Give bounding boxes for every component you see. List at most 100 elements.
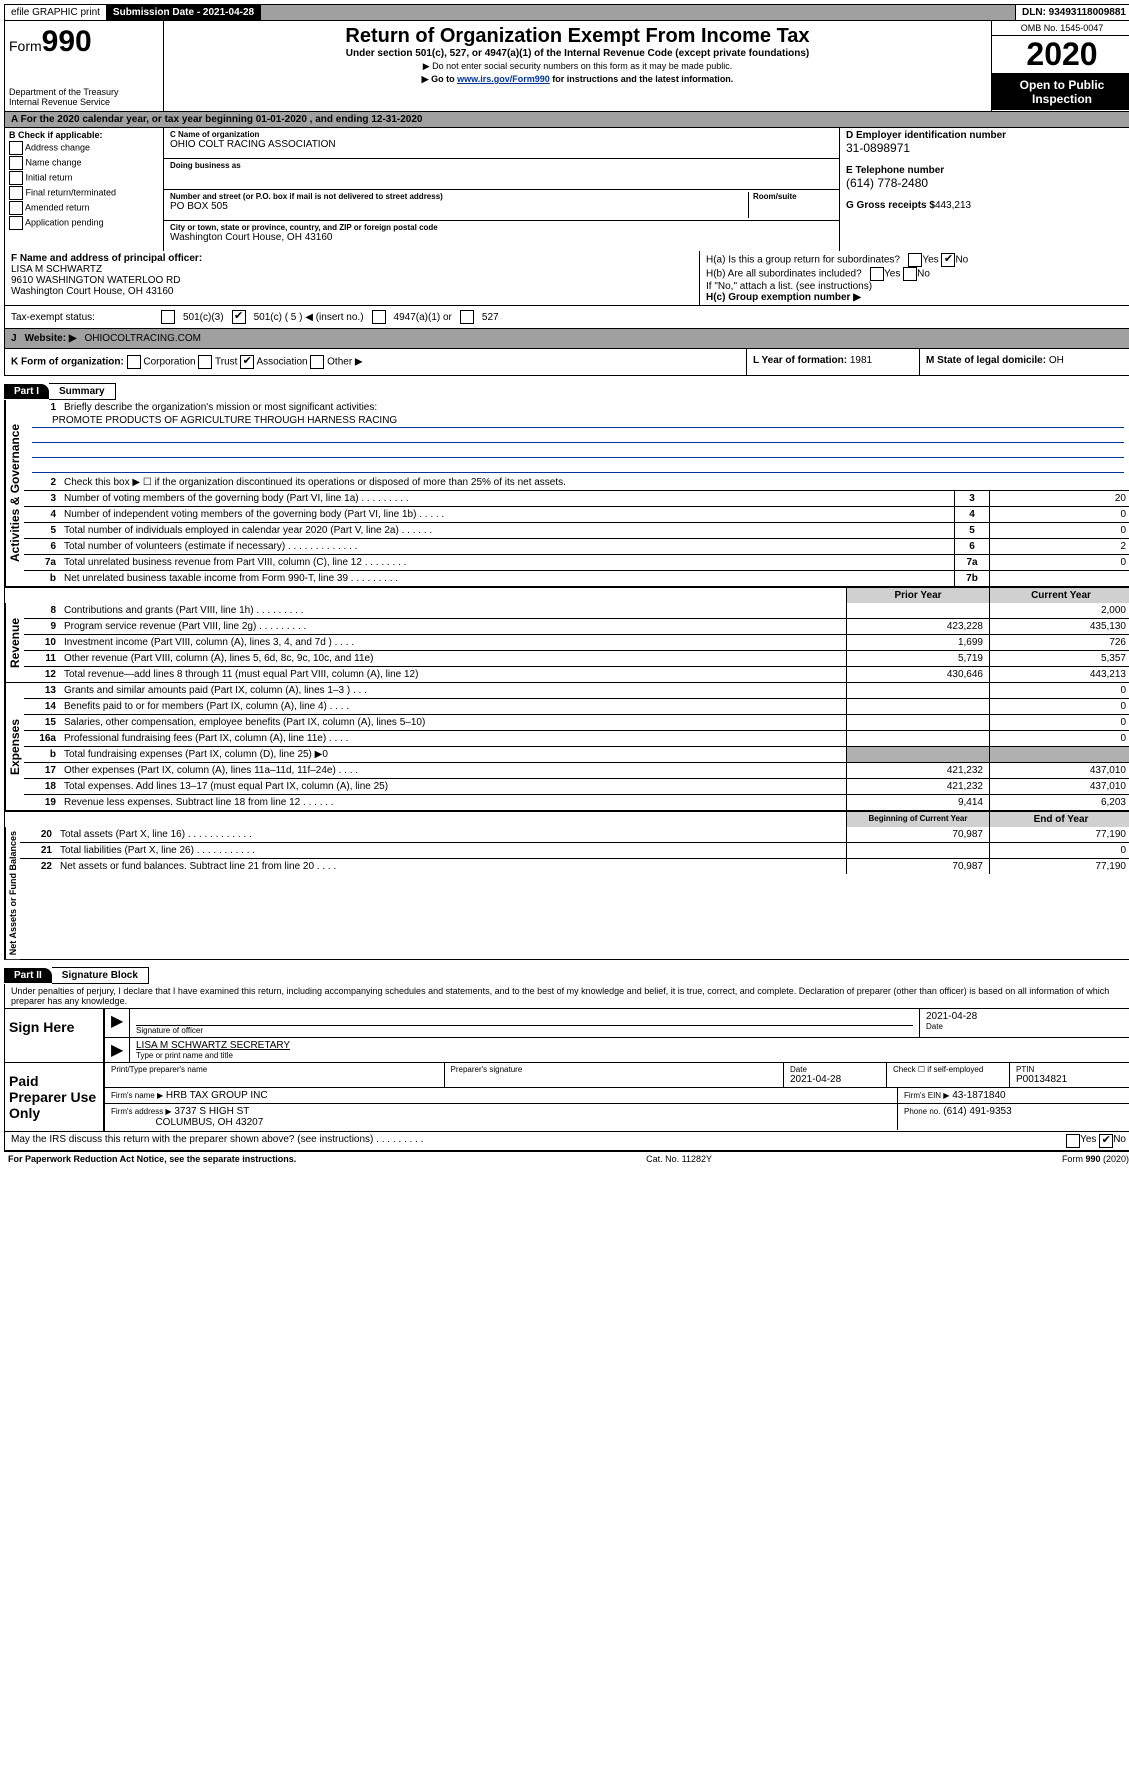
discuss-yes-lbl: Yes [1080, 1134, 1096, 1148]
discuss-yes[interactable] [1066, 1134, 1080, 1148]
open-to-public: Open to Public Inspection [992, 74, 1129, 110]
officer-name: LISA M SCHWARTZ [11, 264, 693, 275]
sign-arrow-icon-2: ▶ [105, 1038, 130, 1062]
line-22: 22Net assets or fund balances. Subtract … [20, 858, 1129, 874]
gov-line-4: 4Number of independent voting members of… [24, 506, 1129, 522]
hb-yes-lbl: Yes [884, 269, 900, 280]
ein-value: 31-0898971 [846, 141, 1126, 155]
row-a-taxyear: A For the 2020 calendar year, or tax yea… [4, 112, 1129, 128]
inspect-l1: Open to Public [994, 78, 1129, 92]
hb-no[interactable] [903, 267, 917, 281]
paperwork-notice: For Paperwork Reduction Act Notice, see … [8, 1154, 296, 1164]
chk-501c3[interactable] [161, 310, 175, 324]
box-b: B Check if applicable: Address change Na… [5, 128, 164, 251]
form-title: Return of Organization Exempt From Incom… [174, 25, 981, 48]
line-12: 12Total revenue—add lines 8 through 11 (… [24, 666, 1129, 682]
line-17: 17Other expenses (Part IX, column (A), l… [24, 762, 1129, 778]
box-b-label: B Check if applicable: [9, 130, 159, 140]
q1-text: Briefly describe the organization's miss… [60, 400, 1129, 415]
chk-527[interactable] [460, 310, 474, 324]
box-k: K Form of organization: Corporation Trus… [5, 349, 746, 375]
chk-corp[interactable] [127, 355, 141, 369]
ha-no-lbl: No [955, 255, 968, 266]
opt-trust: Trust [215, 357, 237, 368]
part1-body: Activities & Governance 1Briefly describ… [4, 400, 1129, 960]
opt-name: Name change [26, 157, 82, 167]
officer-signature-label: Signature of officer [136, 1026, 913, 1035]
self-employed-check[interactable]: Check ☐ if self-employed [887, 1063, 1010, 1087]
h-c: H(c) Group exemption number ▶ [706, 292, 1126, 303]
box-l: L Year of formation: 1981 [746, 349, 919, 375]
chk-address-change[interactable]: Address change [9, 141, 159, 155]
perjury-declaration: Under penalties of perjury, I declare th… [5, 984, 1129, 1008]
preparer-sig-label: Preparer's signature [451, 1065, 778, 1074]
chk-amended-return[interactable]: Amended return [9, 201, 159, 215]
officer-addr1: 9610 WASHINGTON WATERLOO RD [11, 275, 693, 286]
form-number: Form990 [9, 25, 159, 59]
chk-final-return[interactable]: Final return/terminated [9, 186, 159, 200]
room-label: Room/suite [753, 192, 833, 201]
form-990-num: 990 [42, 25, 92, 58]
signature-date: 2021-04-28 [926, 1011, 1126, 1022]
paid-preparer-label: Paid Preparer Use Only [5, 1063, 105, 1131]
officer-name-title: LISA M SCHWARTZ SECRETARY [136, 1040, 1126, 1051]
firm-addr2: COLUMBUS, OH 43207 [155, 1117, 263, 1128]
vlabel-netassets: Net Assets or Fund Balances [5, 827, 20, 959]
website-label: Website: ▶ [25, 333, 77, 344]
chk-trust[interactable] [198, 355, 212, 369]
box-f: F Name and address of principal officer:… [5, 251, 700, 305]
ha-yes-lbl: Yes [922, 255, 938, 266]
preparer-name-label: Print/Type preparer's name [111, 1065, 438, 1074]
irs-link[interactable]: www.irs.gov/Form990 [457, 74, 550, 84]
mission-blank1 [32, 430, 1124, 443]
opt-corp: Corporation [143, 357, 195, 368]
col-prior-year: Prior Year [846, 588, 989, 603]
goto-suffix: for instructions and the latest informat… [550, 74, 734, 84]
tax-status-label: Tax-exempt status: [11, 312, 153, 323]
firm-addr1: 3737 S HIGH ST [174, 1106, 249, 1117]
j-label: J [11, 333, 17, 344]
chk-4947[interactable] [372, 310, 386, 324]
firm-addr-label: Firm's address ▶ [111, 1107, 172, 1116]
line-9: 9Program service revenue (Part VIII, lin… [24, 618, 1129, 634]
line-14: 14Benefits paid to or for members (Part … [24, 698, 1129, 714]
chk-initial-return[interactable]: Initial return [9, 171, 159, 185]
ptin-value: P00134821 [1016, 1074, 1126, 1085]
cat-number: Cat. No. 11282Y [646, 1154, 712, 1164]
submission-date: Submission Date - 2021-04-28 [107, 5, 261, 20]
chk-other[interactable] [310, 355, 324, 369]
org-name: OHIO COLT RACING ASSOCIATION [170, 139, 833, 150]
ha-text: H(a) Is this a group return for subordin… [706, 255, 900, 266]
tax-year: 2020 [992, 36, 1129, 74]
entity-info-grid: B Check if applicable: Address change Na… [4, 128, 1129, 251]
addr-label: Number and street (or P.O. box if mail i… [170, 192, 748, 201]
opt-amended: Amended return [25, 202, 90, 212]
chk-application-pending[interactable]: Application pending [9, 216, 159, 230]
discuss-no[interactable]: ✔ [1099, 1134, 1113, 1148]
ha-no[interactable]: ✔ [941, 253, 955, 267]
footer: For Paperwork Reduction Act Notice, see … [4, 1151, 1129, 1166]
firm-phone: (614) 491-9353 [943, 1106, 1011, 1117]
officer-signature-line[interactable] [136, 1011, 913, 1026]
line-16a: 16aProfessional fundraising fees (Part I… [24, 730, 1129, 746]
chk-assoc[interactable]: ✔ [240, 355, 254, 369]
line-21: 21Total liabilities (Part X, line 26) . … [20, 842, 1129, 858]
line-13: 13Grants and similar amounts paid (Part … [24, 683, 1129, 698]
chk-501c[interactable]: ✔ [232, 310, 246, 324]
signature-date-label: Date [926, 1022, 1126, 1031]
chk-name-change[interactable]: Name change [9, 156, 159, 170]
klm-row: K Form of organization: Corporation Trus… [4, 349, 1129, 376]
gov-line-7b: bNet unrelated business taxable income f… [24, 570, 1129, 586]
box-h: H(a) Is this a group return for subordin… [700, 251, 1129, 305]
city-state-zip: Washington Court House, OH 43160 [170, 232, 833, 243]
gross-receipts-label: G Gross receipts $ [846, 200, 935, 211]
h-a: H(a) Is this a group return for subordin… [706, 253, 1126, 267]
line-19: 19Revenue less expenses. Subtract line 1… [24, 794, 1129, 810]
hb-yes[interactable] [870, 267, 884, 281]
line-11: 11Other revenue (Part VIII, column (A), … [24, 650, 1129, 666]
line-20: 20Total assets (Part X, line 16) . . . .… [20, 827, 1129, 842]
opt-501c: 501(c) ( 5 ) ◀ (insert no.) [254, 312, 364, 323]
ha-yes[interactable] [908, 253, 922, 267]
line-15: 15Salaries, other compensation, employee… [24, 714, 1129, 730]
website-row: J Website: ▶ OHIOCOLTRACING.COM [4, 329, 1129, 349]
